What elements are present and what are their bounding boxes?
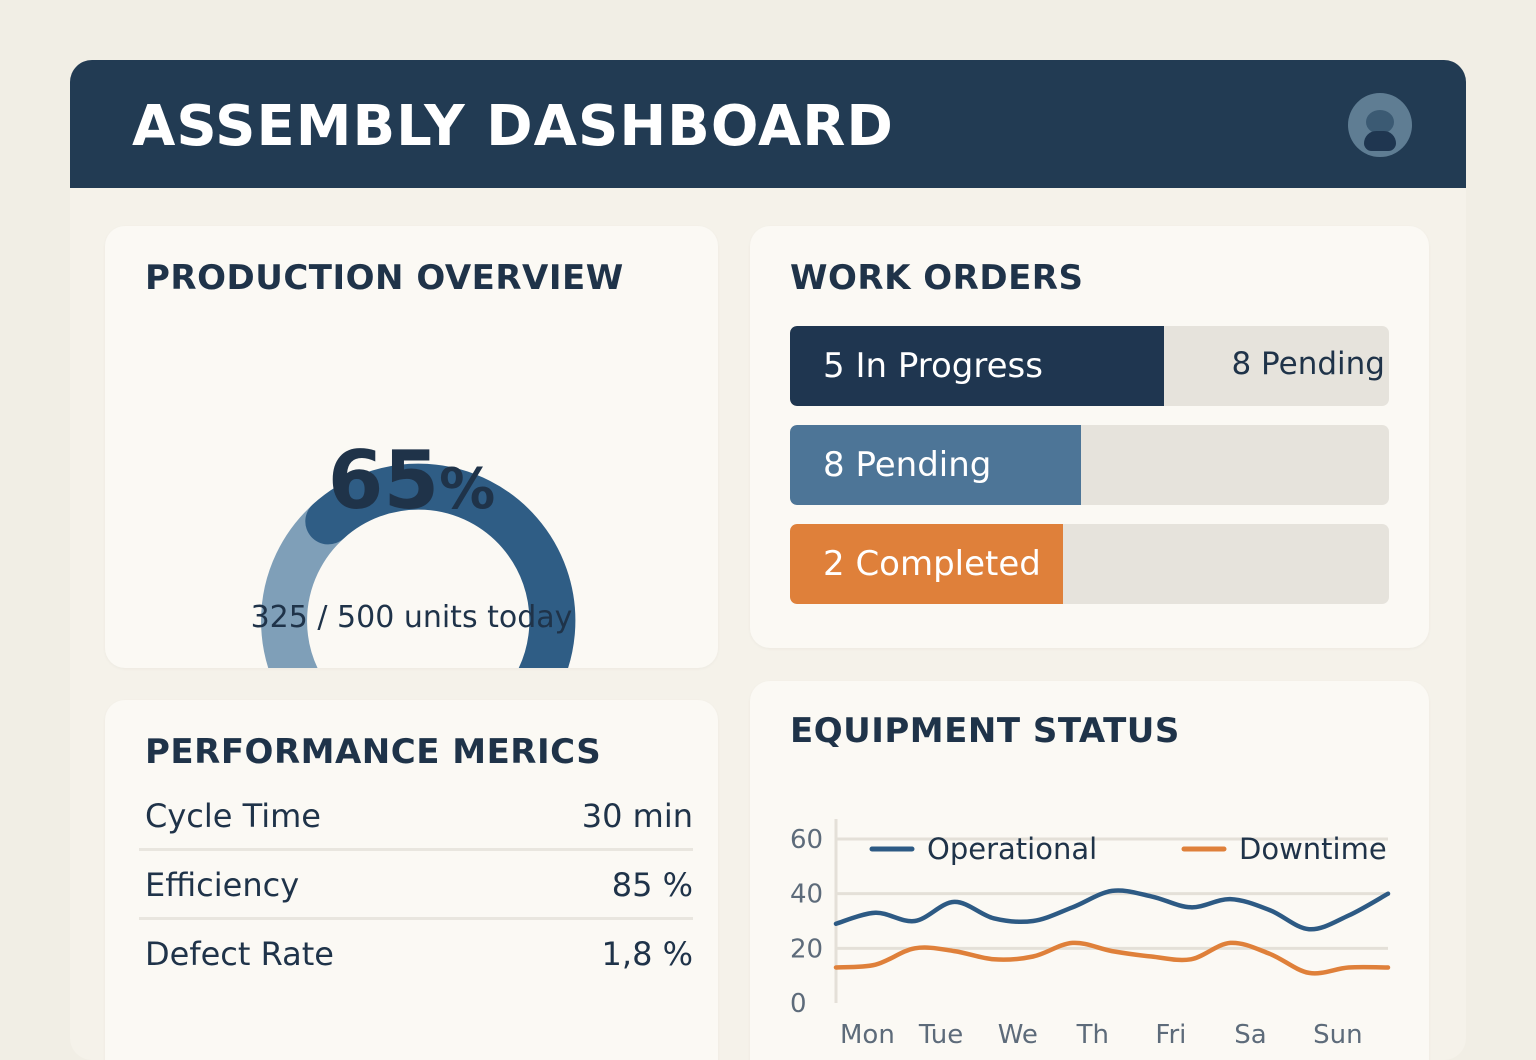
y-tick-label: 60 <box>790 825 823 855</box>
metric-label: Defect Rate <box>145 935 334 973</box>
metric-label: Efficiency <box>145 866 300 904</box>
metric-value: 1,8 % <box>601 935 693 973</box>
metric-row-cycle-time: Cycle Time 30 min <box>145 797 693 847</box>
equipment-status-title: EQUIPMENT STATUS <box>790 711 1180 751</box>
page-title: ASSEMBLY DASHBOARD <box>132 94 894 159</box>
x-tick-label: Fri <box>1155 1020 1186 1050</box>
dashboard-frame: ASSEMBLY DASHBOARD PRODUCTION OVERVIEW 6… <box>70 60 1466 1060</box>
avatar-body <box>1364 131 1396 151</box>
bar-label-pending: 8 Pending <box>823 445 992 485</box>
equipment-status-card: 0 20 40 60 Mon Tue We Th Fri Sa Sun Operational Down… <box>750 681 1429 1060</box>
work-orders-card: WORK ORDERS 5 In Progress 8 Pending 8 Pe… <box>750 226 1429 648</box>
production-percent-number: 65 <box>327 434 440 527</box>
bar-label-completed: 2 Completed <box>823 544 1041 584</box>
bar-fill-in-progress <box>790 326 1165 406</box>
metric-divider <box>139 848 693 851</box>
bar-fill-pending <box>790 425 1081 505</box>
metric-value: 30 min <box>581 797 693 835</box>
x-tick-label: Th <box>1076 1020 1109 1050</box>
gauge-fill <box>305 463 576 668</box>
user-avatar-icon[interactable] <box>1348 93 1412 157</box>
metric-row-efficiency: Efficiency 85 % <box>145 866 693 916</box>
performance-metrics-card: PERFORMANCE MERICS Cycle Time 30 min Eff… <box>105 700 718 1060</box>
metric-value: 85 % <box>611 866 693 904</box>
production-overview-card: PRODUCTION OVERVIEW 65% 325 / 500 units … <box>105 226 718 668</box>
metric-row-defect-rate: Defect Rate 1,8 % <box>145 935 693 985</box>
work-order-bar-in-progress[interactable]: 5 In Progress 8 Pending <box>790 326 1389 406</box>
x-tick-label: We <box>998 1020 1038 1050</box>
series-line-downtime <box>833 940 1391 976</box>
legend-label-downtime: Downtime <box>1239 832 1387 866</box>
production-units-text: 325 / 500 units today <box>250 600 573 635</box>
header-bar: ASSEMBLY DASHBOARD <box>70 60 1466 188</box>
bar-fill-completed <box>790 524 1063 604</box>
x-tick-label: Tue <box>918 1020 963 1050</box>
avatar-head <box>1366 110 1394 134</box>
series-line-operational <box>833 888 1391 932</box>
x-tick-label: Sa <box>1234 1020 1266 1050</box>
gauge-track <box>261 496 354 668</box>
production-percent: 65% <box>105 434 718 527</box>
work-orders-title: WORK ORDERS <box>790 258 1084 298</box>
legend-label-operational: Operational <box>927 832 1097 866</box>
work-order-bar-completed[interactable]: 2 Completed <box>790 524 1389 604</box>
y-tick-label: 20 <box>790 934 823 964</box>
performance-metrics-title: PERFORMANCE MERICS <box>145 732 602 772</box>
x-tick-label: Mon <box>840 1020 895 1050</box>
production-overview-title: PRODUCTION OVERVIEW <box>145 258 624 298</box>
y-tick-label: 40 <box>790 880 823 910</box>
work-order-bar-pending[interactable]: 8 Pending <box>790 425 1389 505</box>
y-tick-label: 0 <box>790 989 807 1019</box>
x-tick-label: Sun <box>1313 1020 1362 1050</box>
bar-label-in-progress: 5 In Progress <box>823 346 1043 386</box>
bar-right-label-pending: 8 Pending <box>1231 346 1385 382</box>
metric-divider <box>139 917 693 920</box>
production-percent-sign: % <box>439 457 496 522</box>
production-gauge <box>261 463 576 668</box>
metric-label: Cycle Time <box>145 797 321 835</box>
